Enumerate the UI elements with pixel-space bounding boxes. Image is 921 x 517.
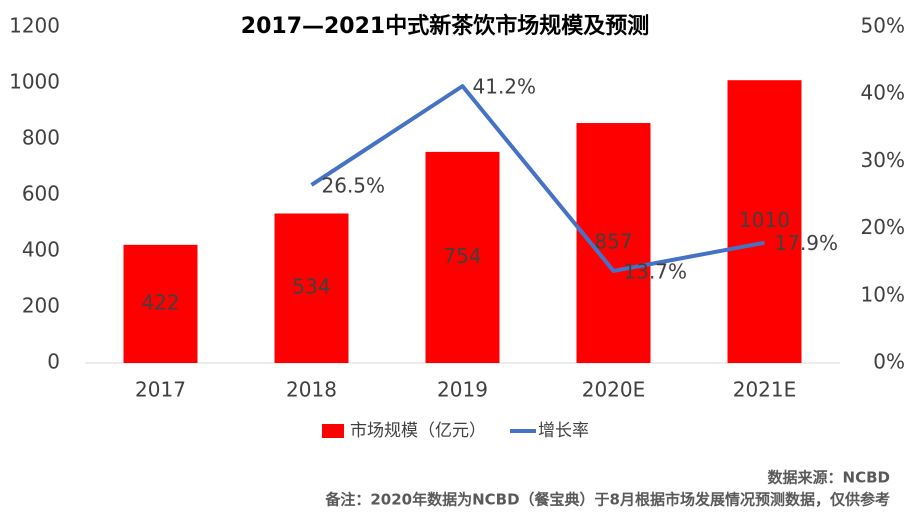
line-label: 17.9% xyxy=(775,231,839,255)
y-tick-label: 0 xyxy=(47,350,60,374)
bar xyxy=(727,80,802,363)
line-label: 26.5% xyxy=(322,173,386,197)
legend-label: 市场规模（亿元） xyxy=(350,421,486,441)
bar xyxy=(274,213,349,363)
line-label: 41.2% xyxy=(473,75,537,99)
y2-tick-label: 10% xyxy=(861,282,905,306)
bar-label: 534 xyxy=(292,275,330,299)
bar-label: 754 xyxy=(443,244,481,268)
y-tick-label: 1000 xyxy=(9,70,60,94)
bar-label: 857 xyxy=(594,230,632,254)
bar-label: 422 xyxy=(141,290,179,314)
y2-tick-label: 40% xyxy=(861,81,905,105)
x-tick-label: 2020E xyxy=(582,378,646,402)
line xyxy=(310,84,765,273)
x-tick-label: 2017 xyxy=(135,378,186,402)
y2-tick-label: 50% xyxy=(861,14,905,38)
legend-swatch xyxy=(322,424,344,438)
legend-label: 增长率 xyxy=(538,421,589,441)
x-tick-label: 2021E xyxy=(733,378,797,402)
y2-tick-label: 20% xyxy=(861,215,905,239)
bar xyxy=(425,151,500,363)
y2-tick-label: 30% xyxy=(861,148,905,172)
y-tick-label: 1200 xyxy=(9,14,60,38)
bar-label: 1010 xyxy=(739,208,790,232)
source-note: 数据来源：NCBD xyxy=(768,469,890,487)
line-label: 13.7% xyxy=(624,259,688,283)
x-tick-label: 2018 xyxy=(286,378,337,402)
y-tick-label: 200 xyxy=(22,294,60,318)
x-tick-label: 2019 xyxy=(437,378,488,402)
y-tick-label: 400 xyxy=(22,238,60,262)
chart-title: 2017—2021中式新茶饮市场规模及预测 xyxy=(241,13,649,39)
bar xyxy=(123,244,198,363)
y-tick-label: 800 xyxy=(22,126,60,150)
y2-tick-label: 0% xyxy=(873,350,905,374)
y-tick-label: 600 xyxy=(22,182,60,206)
footnote: 备注：2020年数据为NCBD（餐宝典）于8月根据市场发展情况预测数据，仅供参考 xyxy=(324,491,890,509)
